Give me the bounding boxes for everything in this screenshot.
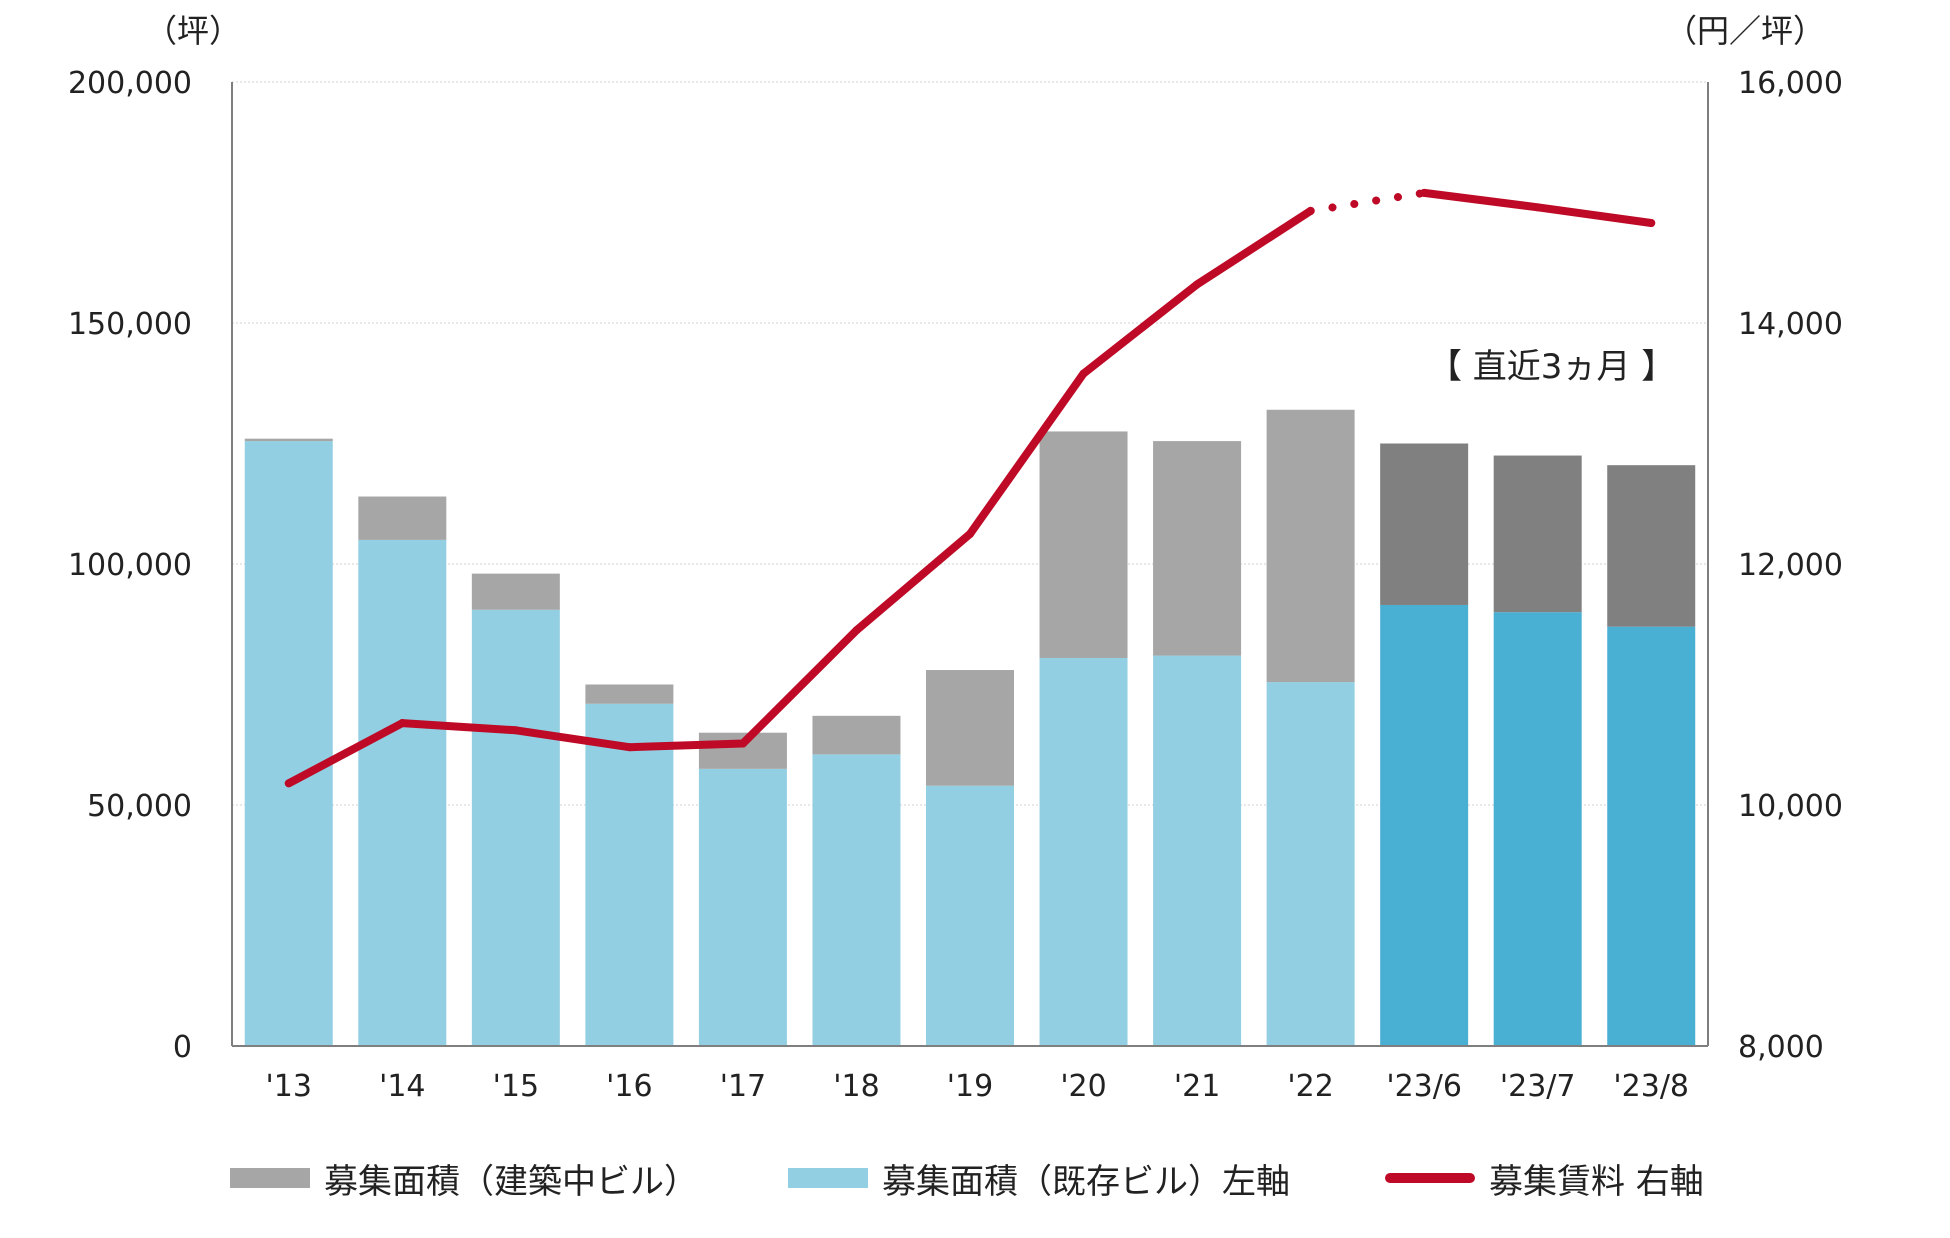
rent-line-bridge (1306, 188, 1429, 215)
rent-point (1533, 203, 1542, 212)
bar-existing (244, 441, 333, 1047)
bar-existing (926, 785, 1014, 1046)
rent-point (738, 739, 747, 748)
category-label: '13 (266, 1069, 312, 1104)
bar-construction (358, 496, 447, 540)
rent-point (1306, 206, 1315, 215)
rent-point (284, 779, 293, 788)
bar-existing (1380, 604, 1469, 1046)
category-label: '22 (1287, 1069, 1333, 1104)
bar-existing (358, 539, 447, 1046)
category-label: '23/6 (1386, 1069, 1462, 1104)
category-label: '23/8 (1613, 1069, 1689, 1104)
legend: 募集面積（建築中ビル） 募集面積（既存ビル）左軸 募集賃料 右軸 (0, 1148, 1950, 1208)
rent-and-vacancy-chart: 0 8,000 50,000 10,000 100,000 12,000 150,000 14… (68, 12, 1843, 1104)
bar-construction (1380, 443, 1469, 605)
left-tick-label: 50,000 (87, 789, 192, 824)
legend-swatch-rent (1385, 1173, 1475, 1183)
recent-3-months-annotation: 【 直近3ヵ月 】 (1428, 347, 1675, 387)
legend-swatch-existing (788, 1168, 868, 1188)
rent-point (398, 719, 407, 728)
bar-construction (471, 573, 560, 610)
rent-point (1079, 369, 1088, 378)
bar-existing (1607, 626, 1696, 1046)
bar-construction (244, 438, 333, 442)
category-label: '20 (1060, 1069, 1106, 1104)
bar-existing (585, 703, 674, 1046)
tick-labels: 0 8,000 50,000 10,000 100,000 12,000 150,000 14… (68, 66, 1843, 1104)
category-label: '23/7 (1500, 1069, 1576, 1104)
left-tick-label: 0 (173, 1030, 192, 1065)
legend-item-construction: 募集面積（建築中ビル） (230, 1148, 698, 1208)
right-tick-label: 14,000 (1738, 307, 1843, 342)
bar-construction (1607, 465, 1696, 627)
rent-point (625, 743, 634, 752)
legend-swatch-construction (230, 1168, 310, 1188)
bar-construction (1039, 431, 1128, 658)
legend-item-rent: 募集賃料 右軸 (1385, 1148, 1704, 1208)
bar-construction (1493, 455, 1582, 613)
axes (231, 82, 1709, 1047)
left-axis-unit: （坪） (145, 12, 241, 50)
right-tick-label: 16,000 (1738, 66, 1843, 101)
bar-existing (1266, 682, 1355, 1046)
right-tick-label: 8,000 (1738, 1030, 1824, 1065)
rent-point (1420, 188, 1429, 197)
bar-construction (585, 684, 674, 704)
category-label: '15 (493, 1069, 539, 1104)
right-axis-unit: （円／坪） (1665, 12, 1825, 50)
bar-existing (812, 754, 901, 1046)
legend-label-construction: 募集面積（建築中ビル） (324, 1161, 698, 1202)
bar-construction (926, 670, 1014, 786)
category-label: '18 (833, 1069, 879, 1104)
bar-construction (1266, 409, 1355, 683)
category-label: '14 (379, 1069, 425, 1104)
rent-point (852, 626, 861, 635)
bar-existing (1153, 655, 1242, 1046)
right-tick-label: 10,000 (1738, 789, 1843, 824)
category-label: '21 (1174, 1069, 1220, 1104)
bar-construction (812, 715, 901, 755)
legend-label-existing: 募集面積（既存ビル）左軸 (882, 1161, 1290, 1202)
bar-existing (1039, 657, 1128, 1046)
bar-existing (698, 768, 787, 1046)
left-tick-label: 100,000 (68, 548, 192, 583)
rent-line (284, 188, 1656, 788)
bars (244, 409, 1696, 1047)
legend-label-rent: 募集賃料 右軸 (1489, 1161, 1704, 1202)
bar-existing (1493, 612, 1582, 1046)
left-tick-label: 150,000 (68, 307, 192, 342)
legend-item-existing: 募集面積（既存ビル）左軸 (788, 1148, 1290, 1208)
bar-construction (1153, 441, 1242, 656)
rent-point (1193, 280, 1202, 289)
category-label: '19 (947, 1069, 993, 1104)
category-label: '16 (606, 1069, 652, 1104)
rent-point (966, 529, 974, 538)
left-tick-label: 200,000 (68, 66, 192, 101)
bar-existing (471, 609, 560, 1046)
right-tick-label: 12,000 (1738, 548, 1843, 583)
rent-point (1647, 218, 1656, 227)
rent-point (511, 726, 520, 735)
category-label: '17 (720, 1069, 766, 1104)
rent-line-annual (284, 206, 1315, 788)
